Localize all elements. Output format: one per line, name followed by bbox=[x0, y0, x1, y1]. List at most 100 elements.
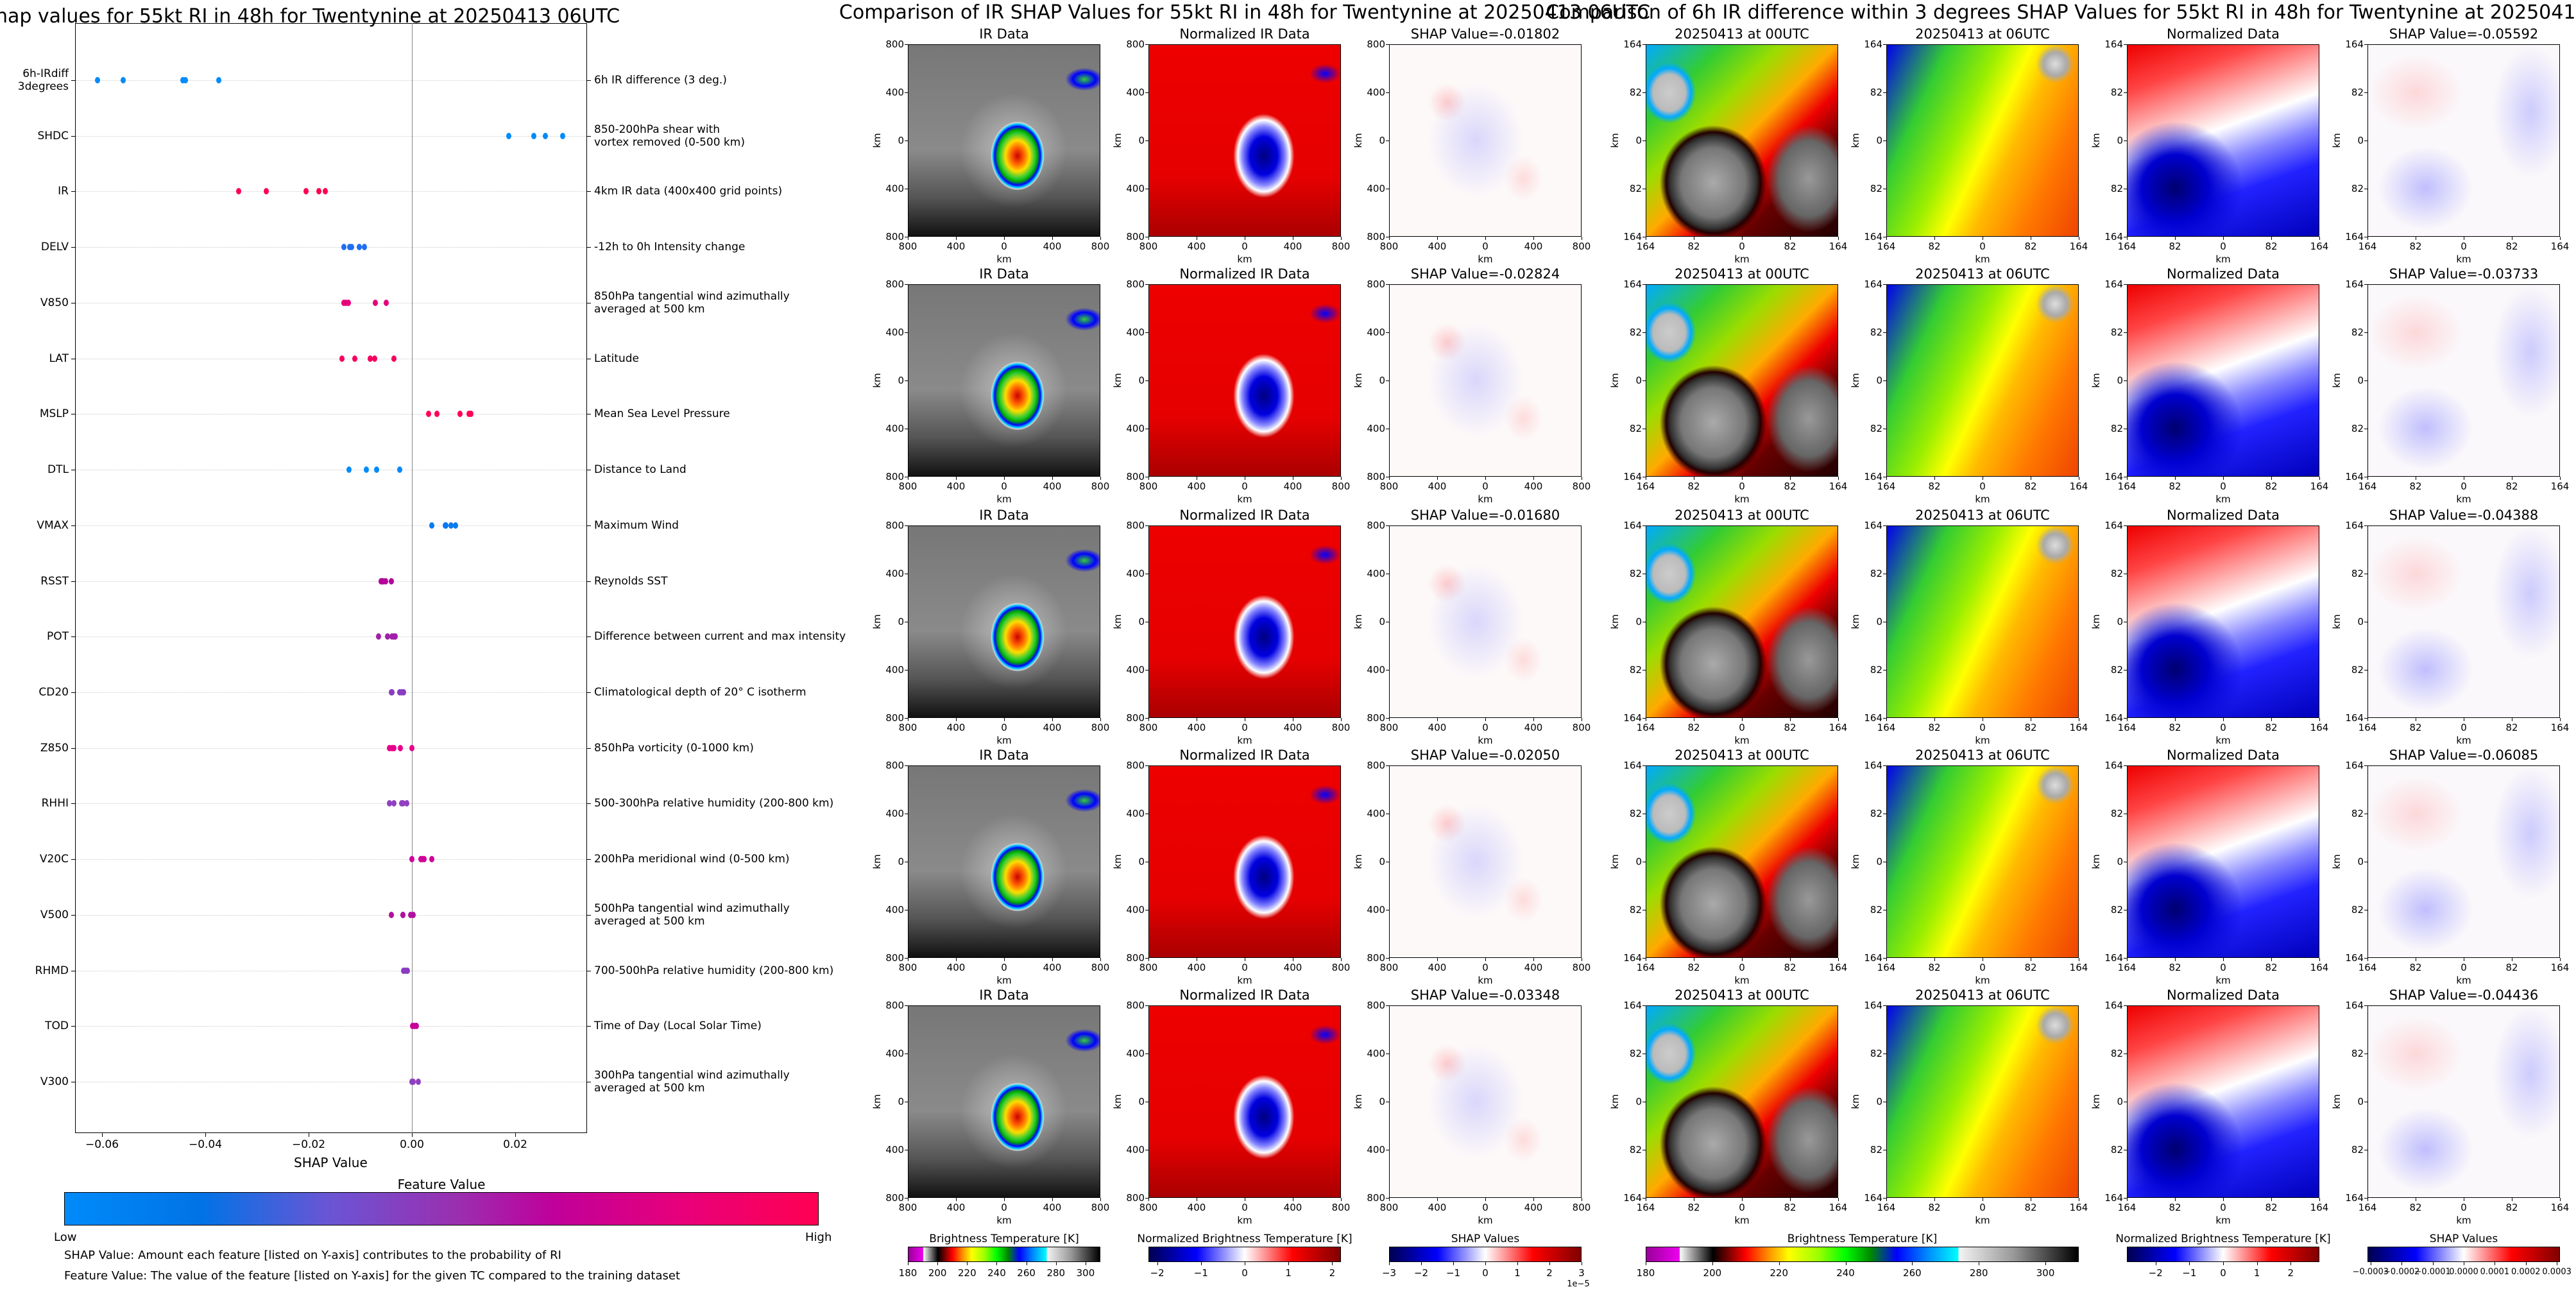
x-axis-label: km bbox=[1975, 975, 1990, 986]
x-tick-label: 800 bbox=[1139, 481, 1158, 492]
colorbar-title: Normalized Brightness Temperature [K] bbox=[2115, 1233, 2331, 1245]
shap-point bbox=[387, 744, 393, 751]
shap-point bbox=[374, 466, 380, 474]
x-tick-label: 0 bbox=[1739, 722, 1745, 733]
y-tick-mark bbox=[1883, 718, 1886, 719]
x-tick-mark bbox=[2319, 958, 2320, 961]
y-tick-label: 82 bbox=[2110, 568, 2123, 579]
y-tick-mark bbox=[2124, 525, 2127, 526]
x-tick-label: 400 bbox=[1428, 1202, 1447, 1213]
x-tick-mark bbox=[2127, 477, 2128, 480]
x-tick-mark bbox=[2367, 958, 2368, 961]
feature-description: 500hPa tangential wind azimuthally avera… bbox=[594, 901, 790, 928]
x-tick-label: 0 bbox=[1241, 481, 1248, 492]
y-tick-mark bbox=[71, 803, 75, 805]
y-tick-label: 164 bbox=[2104, 760, 2123, 771]
shap-point bbox=[364, 466, 370, 474]
x-tick-label: 800 bbox=[898, 1202, 917, 1213]
x-tick-mark bbox=[1148, 958, 1149, 961]
x-tick-label: 800 bbox=[1572, 1202, 1591, 1213]
x-tick-label: 0.00 bbox=[400, 1138, 424, 1151]
x-tick-mark bbox=[956, 477, 957, 480]
panel-title-ir-data: IR Data bbox=[979, 508, 1029, 523]
y-tick-label: 800 bbox=[1367, 278, 1385, 290]
x-axis-label: km bbox=[1237, 1215, 1252, 1226]
x-tick-label: 0 bbox=[2461, 962, 2467, 973]
x-tick-label: 82 bbox=[2265, 241, 2278, 252]
x-axis-label: km bbox=[2215, 975, 2231, 986]
y-tick-label: 0 bbox=[2357, 856, 2364, 867]
y-tick-mark bbox=[1386, 332, 1389, 333]
image-panel-ir-shap bbox=[1389, 1005, 1582, 1198]
colorbar-tick-label: −0.0002 bbox=[2384, 1267, 2420, 1277]
image-panel-ir-data bbox=[908, 1005, 1100, 1198]
y-tick-label: 82 bbox=[1870, 1048, 1882, 1059]
y-tick-mark bbox=[1883, 525, 1886, 526]
y-tick-mark bbox=[1883, 332, 1886, 333]
x-tick-label: 82 bbox=[2409, 962, 2422, 973]
feature-label: RHHI bbox=[41, 797, 69, 810]
y-tick-mark bbox=[1145, 525, 1148, 526]
x-tick-mark bbox=[1934, 958, 1935, 961]
shap-point bbox=[95, 77, 101, 83]
y-tick-label: 164 bbox=[1623, 38, 1642, 50]
x-tick-label: 400 bbox=[1428, 962, 1447, 973]
x-tick-label: 800 bbox=[1139, 722, 1158, 733]
y-tick-mark bbox=[71, 80, 75, 81]
y-tick-mark bbox=[1145, 765, 1148, 766]
y-tick-mark bbox=[1386, 525, 1389, 526]
x-tick-label: 0 bbox=[1241, 1202, 1248, 1213]
x-tick-mark bbox=[2271, 958, 2272, 961]
x-tick-label: 82 bbox=[1687, 722, 1700, 733]
x-tick-label: 82 bbox=[1784, 241, 1796, 252]
colorbar-tick-mark bbox=[2189, 1262, 2190, 1265]
y-tick-label: 82 bbox=[1629, 808, 1642, 819]
x-tick-label: 400 bbox=[1043, 241, 1062, 252]
x-tick-label: 164 bbox=[2358, 962, 2377, 973]
shap-point bbox=[400, 911, 406, 918]
x-tick-label: 82 bbox=[2409, 481, 2422, 492]
shap-point bbox=[388, 577, 394, 585]
x-tick-label: 164 bbox=[1636, 722, 1655, 733]
x-tick-label: 164 bbox=[2069, 962, 2088, 973]
y-tick-mark bbox=[905, 765, 908, 766]
colorbar-tick-label: −0.0001 bbox=[2414, 1267, 2451, 1277]
y-tick-mark bbox=[1883, 1005, 1886, 1006]
feature-description: Latitude bbox=[594, 352, 639, 365]
x-tick-mark bbox=[2175, 237, 2176, 240]
x-axis-label: km bbox=[1975, 253, 1990, 265]
x-tick-mark bbox=[2271, 237, 2272, 240]
y-tick-label: 400 bbox=[1126, 1048, 1145, 1059]
shap-point bbox=[429, 522, 435, 529]
y-tick-label: 400 bbox=[885, 1048, 904, 1059]
x-tick-mark bbox=[2367, 1198, 2368, 1201]
x-tick-label: 800 bbox=[1379, 722, 1399, 733]
x-tick-label: 400 bbox=[1187, 481, 1206, 492]
y-axis-label: km bbox=[2090, 614, 2102, 629]
y-tick-mark bbox=[1145, 958, 1148, 959]
y-tick-mark bbox=[1883, 765, 1886, 766]
feature-label: V300 bbox=[40, 1075, 69, 1088]
x-axis-label: km bbox=[1478, 253, 1493, 265]
x-tick-label: 164 bbox=[2358, 722, 2377, 733]
x-tick-label: 82 bbox=[2265, 722, 2278, 733]
y-tick-mark-right bbox=[587, 135, 591, 137]
x-axis-label: km bbox=[2215, 1215, 2231, 1226]
x-tick-label: 164 bbox=[2310, 722, 2329, 733]
x-tick-label: 800 bbox=[1379, 962, 1399, 973]
feature-label: VMAX bbox=[37, 518, 69, 532]
x-tick-label: 400 bbox=[1283, 1202, 1302, 1213]
y-axis-label: km bbox=[1850, 614, 1861, 629]
x-tick-label: 164 bbox=[2550, 241, 2570, 252]
y-tick-label: 400 bbox=[885, 423, 904, 434]
x-tick-label: 0 bbox=[1241, 722, 1248, 733]
y-tick-label: 164 bbox=[1864, 278, 1882, 290]
panel-title-ir-data: IR Data bbox=[979, 26, 1029, 42]
x-axis-label: km bbox=[2456, 253, 2471, 265]
x-tick-mark bbox=[1838, 477, 1839, 480]
y-tick-mark-right bbox=[587, 1026, 591, 1027]
y-tick-label: 0 bbox=[2357, 135, 2364, 146]
y-tick-label: 164 bbox=[2345, 1000, 2364, 1011]
x-tick-label: 0 bbox=[1001, 722, 1007, 733]
colorbar-tick-mark bbox=[2432, 1262, 2434, 1265]
